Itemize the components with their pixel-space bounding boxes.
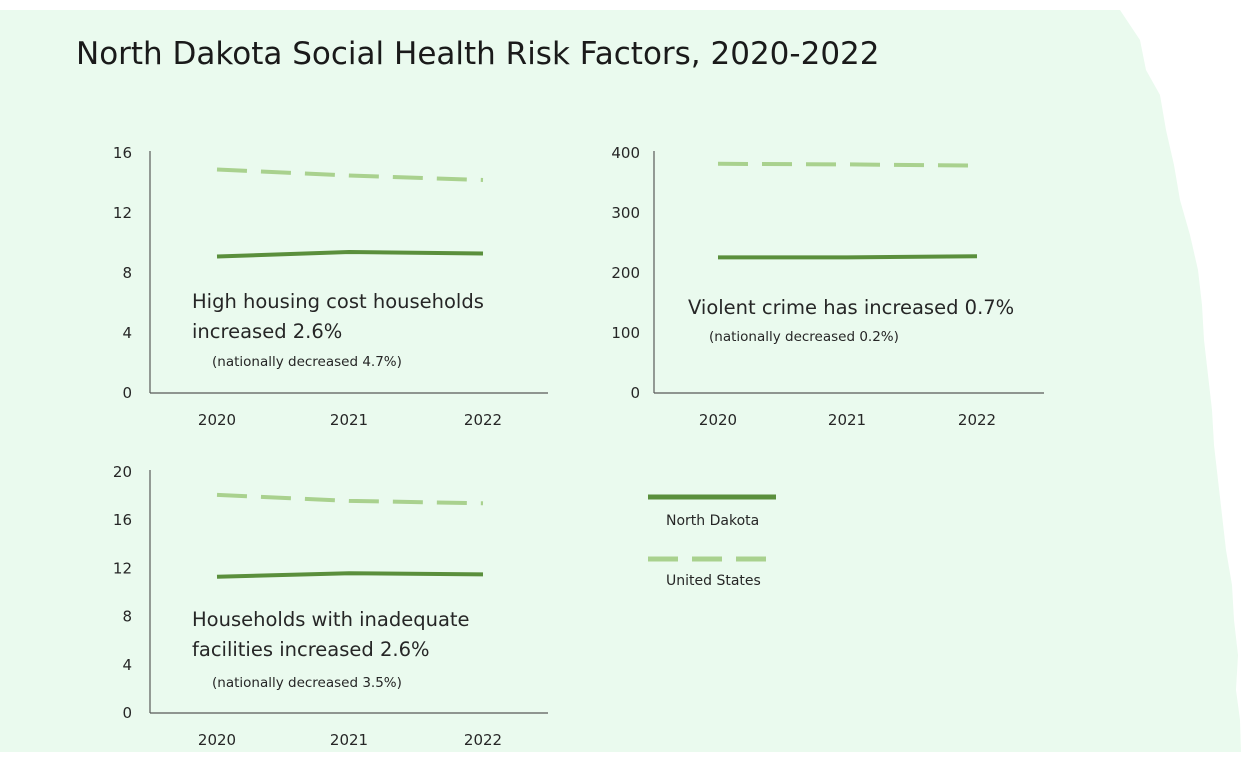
housing-cost-y-tick-label: 12 [113,204,132,222]
inadequate-facilities-annotation: Households with inadequate facilities in… [192,605,470,665]
housing-cost-x-tick-label: 2021 [330,411,368,429]
inadequate-facilities-y-tick-label: 8 [122,608,132,626]
inadequate-facilities-y-tick-label: 12 [113,559,132,577]
legend-label-north-dakota: North Dakota [666,513,760,529]
legend-label-united-states: United States [666,573,761,589]
violent-crime-annotation: Violent crime has increased 0.7% [688,293,1014,323]
inadequate-facilities-y-tick-label: 16 [113,511,132,529]
housing-cost-national-note: (nationally decreased 4.7%) [212,354,402,370]
housing-cost-united-states-line [216,167,484,182]
housing-cost-x-tick-label: 2022 [464,411,502,429]
inadequate-facilities-y-tick-label: 20 [113,463,132,481]
inadequate-facilities-y-tick-label: 0 [122,704,132,722]
violent-crime-y-tick-label: 200 [611,264,640,282]
north-dakota-map-shape [0,10,1241,752]
housing-cost-annotation: High housing cost households increased 2… [192,287,484,347]
inadequate-facilities-national-note: (nationally decreased 3.5%) [212,675,402,691]
inadequate-facilities-x-tick-label: 2020 [198,731,236,749]
violent-crime-chart: 0 100 200 300 400 2020 2021 2022 [611,144,1044,429]
inadequate-facilities-x-tick-label: 2021 [330,731,368,749]
violent-crime-annotation-line-1: Violent crime has increased 0.7% [688,296,1015,319]
housing-cost-y-tick-label: 0 [122,384,132,402]
housing-cost-north-dakota-line [216,250,484,259]
housing-cost-y-tick-label: 16 [113,144,132,162]
inadequate-facilities-annotation-line-2: facilities increased 2.6% [192,638,430,661]
inadequate-facilities-united-states-line [216,492,484,506]
inadequate-facilities-y-tick-label: 4 [122,656,132,674]
violent-crime-x-tick-label: 2021 [828,411,866,429]
housing-cost-y-tick-label: 8 [122,264,132,282]
violent-crime-y-tick-label: 0 [630,384,640,402]
violent-crime-x-tick-label: 2020 [699,411,737,429]
housing-cost-annotation-line-2: increased 2.6% [192,320,343,343]
housing-cost-x-tick-label: 2020 [198,411,236,429]
inadequate-facilities-annotation-line-1: Households with inadequate [192,608,470,631]
housing-cost-annotation-line-1: High housing cost households [192,290,484,313]
violent-crime-x-tick-label: 2022 [958,411,996,429]
violent-crime-y-tick-label: 400 [611,144,640,162]
violent-crime-national-note: (nationally decreased 0.2%) [709,329,899,345]
legend [648,494,776,562]
inadequate-facilities-x-tick-label: 2022 [464,731,502,749]
violent-crime-y-tick-label: 300 [611,204,640,222]
violent-crime-y-tick-label: 100 [611,324,640,342]
housing-cost-y-tick-label: 4 [122,324,132,342]
page-title: North Dakota Social Health Risk Factors,… [76,36,880,72]
inadequate-facilities-north-dakota-line [216,571,484,579]
violent-crime-north-dakota-line [718,254,978,260]
housing-cost-chart: 0 4 8 12 16 2020 2021 2022 [113,144,548,429]
